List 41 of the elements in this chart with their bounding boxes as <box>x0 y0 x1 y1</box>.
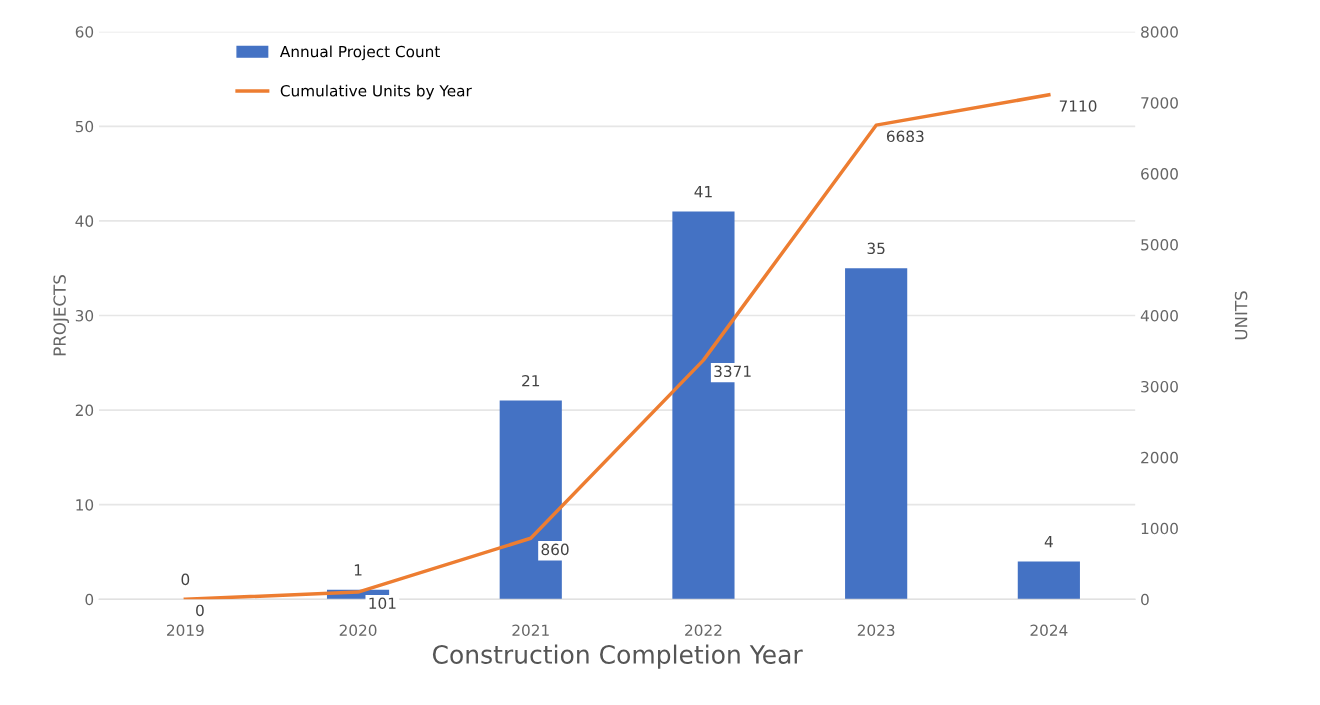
y2-axis-title: UNITS <box>1234 291 1248 340</box>
bar <box>845 268 908 600</box>
y-tick-label: 50 <box>75 120 94 133</box>
data-label: 0 <box>196 604 204 617</box>
x-tick-label: 2024 <box>1030 624 1068 637</box>
data-label: 4 <box>1044 535 1053 548</box>
y2-tick-label: 8000 <box>1141 26 1178 38</box>
x-tick-label: 2019 <box>167 624 204 637</box>
data-label: 6683 <box>886 130 924 143</box>
x-tick-label: 2022 <box>685 624 722 637</box>
x-tick-label: 2021 <box>512 624 549 637</box>
y2-tick-label: 5000 <box>1141 239 1178 251</box>
y2-tick-label: 1000 <box>1141 522 1178 535</box>
legend-label: Cumulative Units by Year <box>280 84 472 100</box>
y2-tick-label: 3000 <box>1141 380 1178 393</box>
y2-tick-label: 6000 <box>1141 168 1178 180</box>
y2-tick-label: 0 <box>1141 593 1149 606</box>
x-tick-label: 2023 <box>857 624 895 637</box>
y-tick-label: 10 <box>76 499 94 511</box>
y-tick-label: 30 <box>75 309 94 322</box>
data-label: 101 <box>369 597 396 610</box>
y2-tick-label: 7000 <box>1141 97 1178 109</box>
y-tick-label: 0 <box>85 593 94 606</box>
data-label: 35 <box>867 242 885 255</box>
bar <box>1017 561 1080 600</box>
x-tick-label: 2020 <box>339 624 377 637</box>
y-tick-label: 20 <box>75 404 94 417</box>
legend-label: Annual Project Count <box>279 45 440 61</box>
y2-tick-label: 4000 <box>1140 309 1178 322</box>
x-axis-title: Construction Completion Year <box>432 644 803 669</box>
y-tick-label: 40 <box>75 215 94 227</box>
data-label: 860 <box>541 543 569 556</box>
data-label: 21 <box>522 374 540 387</box>
y-tick-label: 60 <box>75 26 94 38</box>
y2-tick-label: 2000 <box>1141 451 1178 464</box>
data-label: 1 <box>354 564 362 576</box>
data-label: 3371 <box>714 365 751 378</box>
y-axis-title: PROJECTS <box>53 275 70 356</box>
data-label: 7110 <box>1059 100 1097 112</box>
data-label: 0 <box>181 573 190 586</box>
data-label: 41 <box>694 186 712 198</box>
